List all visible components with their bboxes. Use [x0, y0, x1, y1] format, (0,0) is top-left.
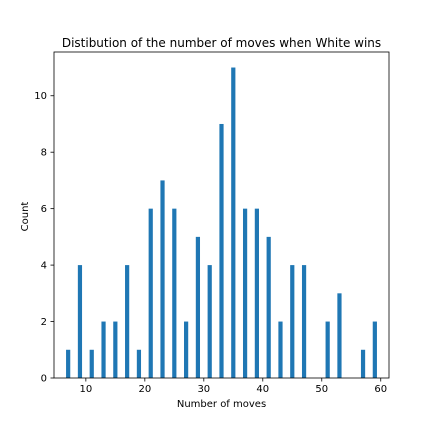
histogram-bar: [266, 236, 271, 378]
histogram-bar: [360, 349, 366, 378]
x-tick-label: 20: [138, 384, 151, 395]
histogram-bar: [254, 208, 259, 378]
x-tick-label: 30: [197, 384, 210, 395]
histogram-bar: [172, 208, 177, 378]
histogram-bar: [207, 265, 212, 378]
y-tick-label: 6: [41, 204, 47, 215]
y-tick-label: 10: [34, 91, 47, 102]
histogram-bar: [372, 321, 377, 378]
histogram-bar: [195, 236, 201, 378]
histogram-bar: [77, 265, 83, 378]
x-tick-label: 60: [374, 384, 387, 395]
histogram-bar: [125, 265, 130, 378]
y-tick-label: 4: [41, 261, 47, 272]
histogram-bar: [89, 349, 94, 378]
x-tick-label: 10: [79, 384, 92, 395]
histogram-bar: [301, 265, 307, 378]
histogram-bar: [101, 321, 106, 378]
histogram-bar: [66, 349, 71, 378]
histogram-bar: [160, 180, 165, 378]
bars-group: [66, 67, 377, 379]
histogram-bar: [337, 293, 342, 378]
y-tick-label: 0: [41, 374, 47, 385]
histogram-bar: [148, 208, 153, 378]
plot-frame: [53, 51, 390, 379]
histogram-bar: [113, 321, 118, 378]
y-tick-label: 2: [41, 317, 47, 328]
histogram-bar: [219, 123, 224, 378]
histogram-bar: [290, 265, 295, 378]
histogram-bar: [242, 208, 248, 378]
x-tick-label: 40: [256, 384, 269, 395]
histogram-bar: [325, 321, 330, 378]
histogram-bar: [231, 67, 236, 379]
histogram-bar: [278, 321, 283, 378]
x-tick-label: 50: [315, 384, 328, 395]
y-axis-ticks: 0 2 4 6 8 10: [34, 91, 54, 385]
y-tick-label: 8: [41, 148, 47, 159]
x-axis-label: Number of moves: [177, 399, 266, 410]
histogram-bar: [136, 349, 142, 378]
x-axis-ticks: 10 20 30 40 50 60: [79, 378, 387, 395]
histogram-bar: [184, 321, 189, 378]
chart-title: Distibution of the number of moves when …: [62, 36, 381, 50]
y-axis-label: Count: [20, 202, 31, 232]
